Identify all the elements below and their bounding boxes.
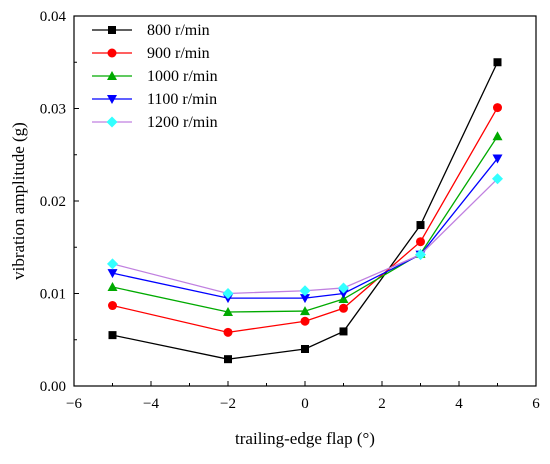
marker-circle — [107, 48, 117, 58]
marker-diamond — [299, 285, 311, 297]
series-line — [112, 178, 498, 295]
marker-triangle-up — [492, 131, 503, 141]
legend: 800 r/min 900 r/min 1000 r/min 1100 r/min 12… — [92, 22, 218, 131]
legend-item: 1200 r/min — [92, 114, 218, 131]
x-axis-label: trailing-edge flap (°) — [235, 429, 375, 448]
x-tick-label: −4 — [143, 396, 159, 412]
marker-circle — [416, 237, 425, 247]
marker-square — [224, 355, 232, 364]
legend-label: 1100 r/min — [147, 91, 217, 108]
legend-item: 800 r/min — [92, 22, 210, 39]
marker-diamond — [338, 282, 349, 294]
y-tick-label: 0.03 — [40, 102, 66, 118]
marker-diamond — [492, 173, 503, 185]
marker-circle — [108, 301, 117, 311]
plot-frame — [73, 15, 537, 387]
y-axis-label: vibration amplitude (g) — [9, 122, 28, 280]
series-line — [112, 107, 499, 334]
marker-triangle-up — [107, 282, 118, 292]
series-5 — [107, 173, 503, 299]
marker-circle — [300, 316, 310, 326]
legend-label: 1000 r/min — [147, 68, 218, 85]
x-tick-label: −6 — [66, 396, 82, 412]
marker-triangle-up — [338, 294, 349, 304]
y-tick-label: 0.04 — [40, 9, 67, 25]
marker-square — [416, 221, 425, 230]
x-tick-label: 0 — [301, 396, 309, 412]
marker-triangle-down — [492, 154, 503, 164]
series-line — [112, 135, 499, 313]
marker-diamond — [222, 288, 234, 299]
x-tick-label: 4 — [455, 396, 463, 412]
legend-label: 800 r/min — [147, 22, 210, 39]
legend-item: 900 r/min — [92, 45, 210, 62]
marker-square — [301, 345, 309, 353]
marker-triangle-up — [107, 71, 117, 80]
series-1 — [108, 58, 502, 364]
marker-diamond — [106, 116, 118, 128]
series-2 — [108, 103, 502, 337]
marker-triangle-up — [300, 306, 310, 316]
marker-triangle-down — [300, 294, 310, 304]
marker-circle — [223, 327, 233, 337]
legend-item: 1000 r/min — [92, 68, 218, 85]
marker-triangle-down — [107, 95, 117, 104]
marker-square — [339, 327, 348, 336]
legend-label: 900 r/min — [147, 45, 210, 62]
marker-circle — [493, 103, 502, 113]
marker-square — [493, 58, 502, 67]
y-tick-label: 0.00 — [40, 379, 66, 395]
marker-triangle-down — [107, 269, 118, 279]
marker-diamond — [415, 249, 426, 261]
marker-triangle-up — [223, 307, 233, 316]
series-line — [112, 158, 499, 299]
y-tick-label: 0.02 — [40, 194, 66, 210]
axes: −6 −4 −2 0 2 4 6 0.00 0.01 0.02 0.03 0.04 — [40, 9, 541, 412]
marker-square — [108, 331, 117, 340]
x-tick-label: 2 — [378, 396, 386, 412]
legend-item: 1100 r/min — [92, 91, 217, 108]
marker-circle — [339, 303, 348, 313]
x-tick-label: −2 — [220, 396, 236, 412]
marker-square — [108, 26, 116, 34]
x-tick-label: 6 — [532, 396, 540, 412]
marker-diamond — [107, 258, 118, 270]
marker-triangle-down — [338, 289, 349, 299]
series-layer — [107, 58, 503, 364]
y-tick-label: 0.01 — [40, 287, 66, 303]
series-line — [112, 61, 499, 360]
legend-label: 1200 r/min — [147, 114, 218, 131]
